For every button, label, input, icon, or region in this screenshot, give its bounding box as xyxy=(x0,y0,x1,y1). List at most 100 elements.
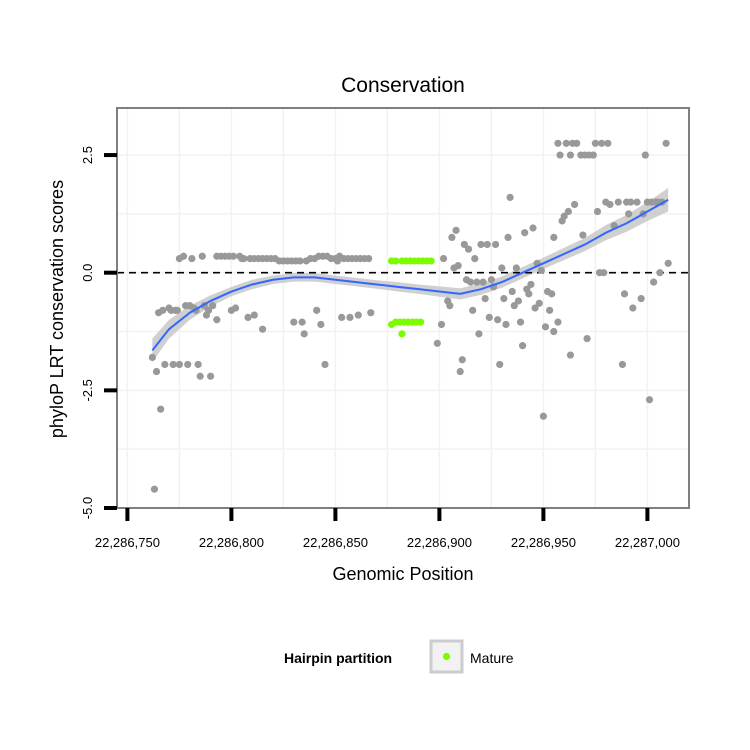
mature-point xyxy=(398,330,406,338)
y-axis-title: phyloP LRT conservation scores xyxy=(47,180,67,438)
conservation-point xyxy=(573,139,581,147)
conservation-point xyxy=(519,342,527,350)
conservation-point xyxy=(471,254,479,263)
legend-title: Hairpin partition xyxy=(284,650,392,666)
conservation-point xyxy=(458,356,466,364)
conservation-point xyxy=(179,252,188,260)
conservation-point xyxy=(169,360,177,369)
x-axis: 22,286,750 22,286,800 22,286,850 22,286,900… xyxy=(95,508,680,550)
conservation-point xyxy=(464,245,473,253)
conservation-point xyxy=(313,306,321,314)
x-tick-label: 22,286,850 xyxy=(303,535,368,550)
conservation-point xyxy=(298,318,306,326)
conservation-point xyxy=(439,254,448,263)
conservation-point xyxy=(296,257,304,265)
conservation-point xyxy=(188,254,196,263)
conservation-point xyxy=(477,240,485,249)
conservation-point xyxy=(150,485,159,493)
conservation-point xyxy=(481,294,489,303)
conservation-point xyxy=(627,198,635,206)
y-tick-label: -5.0 xyxy=(80,497,95,519)
conservation-point xyxy=(240,254,248,263)
data-points xyxy=(148,139,672,493)
conservation-point xyxy=(566,351,575,359)
conservation-point xyxy=(209,302,217,310)
conservation-point xyxy=(535,299,543,307)
conservation-point xyxy=(539,412,548,420)
conservation-point xyxy=(300,330,308,338)
conservation-point xyxy=(620,290,629,298)
conservation-point xyxy=(650,278,658,286)
conservation-point xyxy=(645,396,654,404)
conservation-point xyxy=(159,306,167,314)
conservation-point xyxy=(556,151,564,159)
conservation-point xyxy=(625,210,633,218)
conservation-point xyxy=(506,193,514,202)
conservation-point xyxy=(633,198,641,206)
mature-point xyxy=(392,257,400,265)
mature-point xyxy=(417,318,425,326)
conservation-point xyxy=(664,259,672,267)
conservation-point xyxy=(560,212,568,220)
plot-panel-border xyxy=(116,107,690,509)
conservation-point xyxy=(564,207,572,216)
conservation-point xyxy=(525,290,533,298)
conservation-point xyxy=(504,233,512,242)
conservation-point xyxy=(367,309,375,317)
conservation-point xyxy=(527,280,535,289)
x-tick-label: 22,287,000 xyxy=(615,535,680,550)
conservation-point xyxy=(148,353,156,362)
y-tick-label: -2.5 xyxy=(80,379,95,401)
conservation-point xyxy=(500,294,508,303)
conservation-point xyxy=(541,323,550,331)
conservation-point xyxy=(583,334,591,343)
legend-label-mature: Mature xyxy=(470,650,514,666)
smooth-curve xyxy=(151,198,669,351)
conservation-point xyxy=(204,306,213,314)
y-tick-label: 2.5 xyxy=(80,146,95,164)
conservation-point xyxy=(157,405,165,413)
conservation-point xyxy=(550,233,558,242)
conservation-point xyxy=(641,151,649,159)
conservation-point xyxy=(531,304,539,312)
x-tick-label: 22,286,950 xyxy=(511,535,576,550)
conservation-point xyxy=(161,360,169,369)
conservation-point xyxy=(566,151,575,159)
conservation-point xyxy=(244,313,252,322)
conservation-point xyxy=(618,360,627,369)
conservation-point xyxy=(259,325,267,333)
conservation-point xyxy=(469,306,477,314)
conservation-point xyxy=(433,339,441,347)
y-axis: -5.0 -2.5 0.0 2.5 xyxy=(80,146,117,519)
conservation-point xyxy=(475,330,483,338)
conservation-point xyxy=(491,240,500,249)
conservation-point xyxy=(290,318,298,326)
conservation-point xyxy=(483,240,491,249)
conservation-point xyxy=(554,318,562,326)
conservation-point xyxy=(593,207,602,216)
conservation-point xyxy=(600,269,608,277)
conservation-point xyxy=(448,233,456,242)
conservation-point xyxy=(550,327,558,336)
conservation-point xyxy=(598,139,606,147)
conservation-point xyxy=(467,278,475,286)
conservation-point xyxy=(656,269,664,277)
conservation-point xyxy=(521,229,529,237)
conservation-point xyxy=(562,139,570,147)
conservation-point xyxy=(479,278,487,286)
conservation-point xyxy=(494,316,502,324)
x-tick-label: 22,286,900 xyxy=(407,535,472,550)
conservation-point xyxy=(194,360,202,369)
conservation-point xyxy=(487,276,495,284)
conservation-point xyxy=(516,318,525,326)
conservation-point xyxy=(207,372,215,380)
conservation-point xyxy=(629,304,637,312)
mature-point xyxy=(427,257,435,265)
conservation-point xyxy=(498,264,506,272)
conservation-point xyxy=(591,139,600,147)
conservation-point xyxy=(508,287,516,296)
conservation-point xyxy=(346,313,354,322)
conservation-point xyxy=(614,198,622,206)
conservation-point xyxy=(606,200,614,209)
